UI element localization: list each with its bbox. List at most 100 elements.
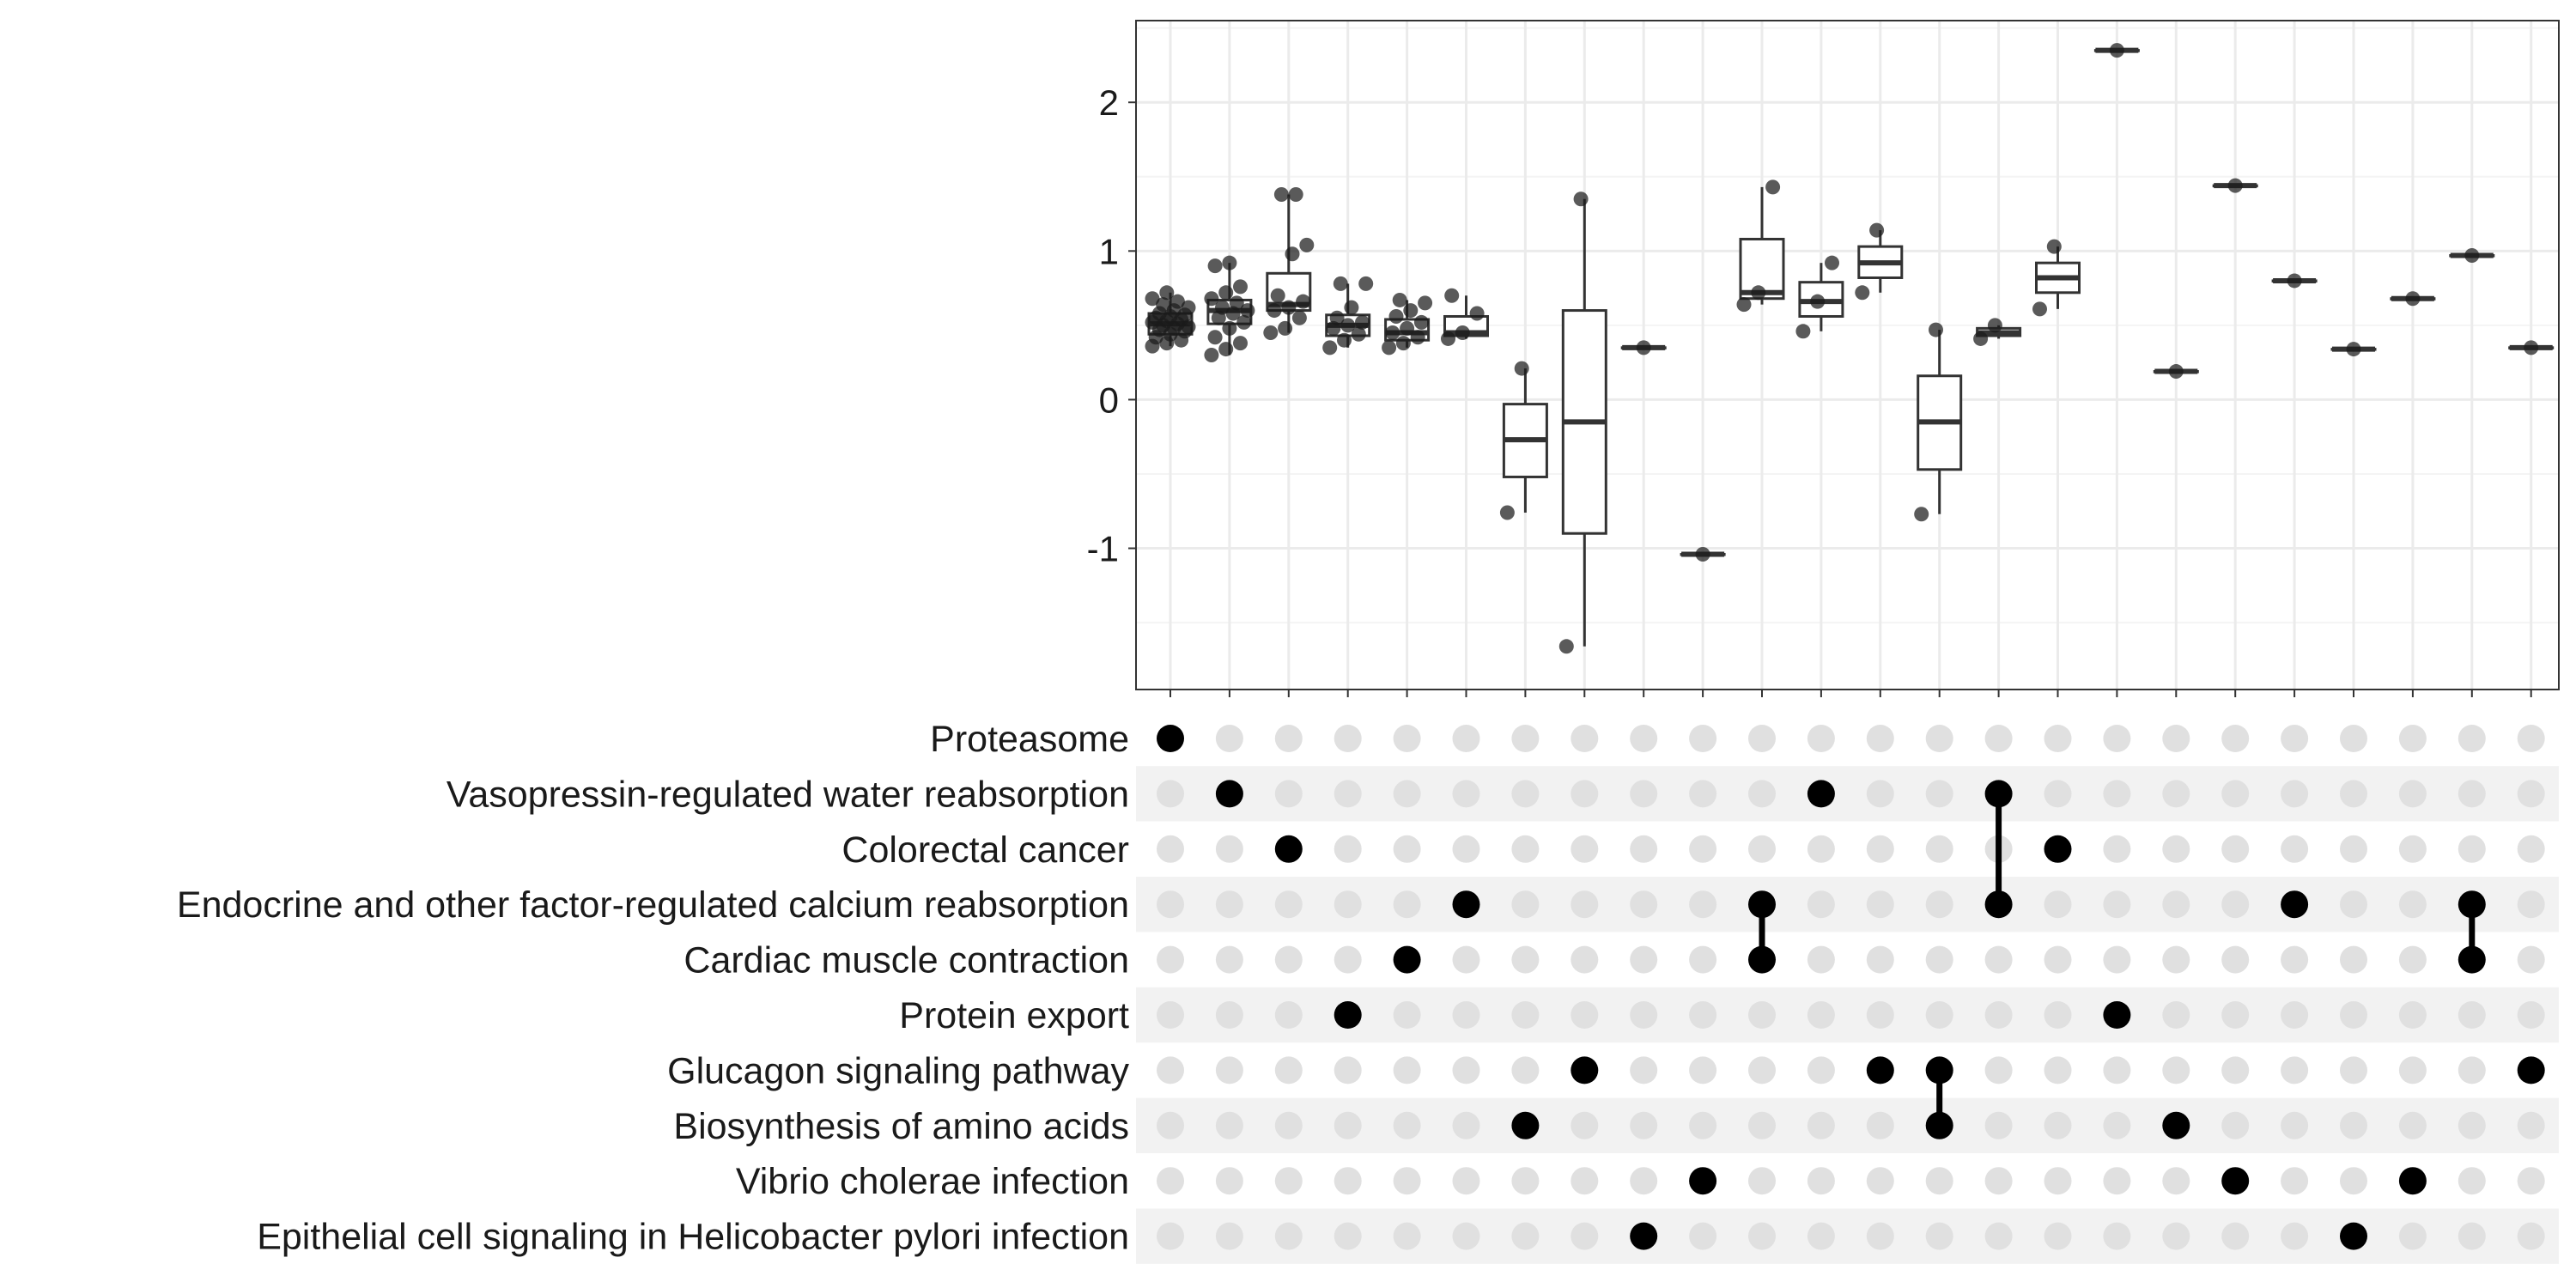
box-point: [1181, 300, 1196, 315]
matrix-dot-inactive: [1274, 725, 1303, 752]
matrix-dot-inactive: [2340, 1111, 2367, 1139]
box-point: [1299, 237, 1315, 252]
matrix-dot-inactive: [2103, 890, 2131, 919]
matrix-dot-inactive: [1334, 1167, 1362, 1195]
matrix-dot-inactive: [1689, 725, 1717, 752]
box-18: [2153, 364, 2199, 380]
matrix-dot-inactive: [2458, 725, 2486, 752]
box-17: [2093, 43, 2140, 58]
matrix-dot-active: [1393, 945, 1421, 974]
matrix-dot-inactive: [1748, 780, 1776, 808]
matrix-dot-inactive: [2221, 1001, 2250, 1029]
box-point: [1514, 361, 1529, 376]
box-point: [1285, 246, 1300, 262]
box-point: [1395, 336, 1411, 351]
box-point: [1159, 285, 1175, 301]
matrix-dot-inactive: [1630, 1167, 1658, 1195]
box-1: [1145, 285, 1196, 354]
matrix-dot-inactive: [1157, 1167, 1184, 1195]
box-point: [1218, 342, 1234, 357]
matrix-dot-inactive: [1215, 835, 1243, 863]
box-point: [1204, 291, 1219, 307]
matrix-dot-inactive: [2517, 1111, 2545, 1139]
matrix-dot-inactive: [1511, 1222, 1540, 1250]
matrix-dot-inactive: [1393, 725, 1421, 752]
matrix-dot-inactive: [2162, 835, 2190, 863]
box-point: [1322, 340, 1338, 355]
matrix-row-stripe: [1136, 987, 2559, 1043]
matrix-dot-inactive: [2398, 1111, 2427, 1139]
matrix-dot-inactive: [2044, 945, 2072, 974]
matrix-dot-inactive: [2517, 835, 2545, 863]
matrix-dot-inactive: [1925, 945, 1953, 974]
matrix-dot-inactive: [2517, 945, 2545, 974]
matrix-dot-inactive: [1689, 890, 1717, 919]
matrix-dot-inactive: [2281, 1056, 2309, 1084]
matrix-dot-inactive: [1630, 945, 1658, 974]
matrix-dot-inactive: [1689, 1056, 1717, 1084]
matrix-dot-inactive: [2458, 1056, 2486, 1084]
matrix-dot-inactive: [1452, 835, 1480, 863]
set-label: Cardiac muscle contraction: [683, 940, 1129, 981]
matrix-dot-inactive: [1157, 945, 1184, 974]
matrix-dot-inactive: [1393, 835, 1421, 863]
box-13: [1855, 222, 1904, 301]
matrix-dot-inactive: [1866, 890, 1894, 919]
matrix-dot-inactive: [1984, 725, 2013, 752]
matrix-dot-inactive: [1630, 780, 1658, 808]
box-2: [1204, 255, 1255, 362]
box-8: [1558, 191, 1607, 654]
matrix-dot-inactive: [2162, 1167, 2190, 1195]
box-point: [1636, 340, 1651, 355]
box-point: [2346, 342, 2361, 357]
matrix-dot-active: [2281, 890, 2309, 919]
box-point: [1273, 187, 1289, 203]
box-point: [2405, 291, 2421, 307]
box-point: [1736, 297, 1752, 313]
box-point: [1751, 285, 1766, 301]
box-point: [2109, 43, 2124, 58]
set-label: Endocrine and other factor-regulated cal…: [177, 884, 1129, 926]
matrix-dot-inactive: [2458, 1001, 2486, 1029]
box-point: [1222, 320, 1237, 336]
box-21: [2330, 342, 2377, 357]
box-12: [1795, 255, 1844, 339]
box-point: [1145, 291, 1160, 307]
box-4: [1322, 276, 1374, 355]
matrix-dot-inactive: [2458, 780, 2486, 808]
matrix-dot-inactive: [1157, 1056, 1184, 1084]
boxplot-grid: [1136, 21, 2559, 690]
box-7: [1499, 361, 1548, 520]
matrix-dot-inactive: [1630, 1056, 1658, 1084]
matrix-dot-inactive: [2517, 1222, 2545, 1250]
matrix-dot-inactive: [2340, 1167, 2367, 1195]
box-point: [1392, 292, 1407, 307]
box-point: [1207, 330, 1223, 345]
matrix-dot-inactive: [2281, 1222, 2309, 1250]
matrix-dot-inactive: [2517, 1167, 2545, 1195]
matrix-dot-inactive: [1393, 780, 1421, 808]
matrix-dot-inactive: [2398, 835, 2427, 863]
matrix-dot-active: [1748, 890, 1776, 919]
box-point: [1413, 314, 1429, 330]
matrix-dot-inactive: [2103, 1167, 2131, 1195]
box-11: [1736, 179, 1785, 313]
matrix-dot-inactive: [2340, 835, 2367, 863]
matrix-dot-inactive: [2103, 1111, 2131, 1139]
matrix-dot-active: [1274, 835, 1303, 863]
box-6: [1441, 288, 1489, 346]
box-point: [2524, 340, 2539, 355]
matrix-dot-inactive: [2103, 1222, 2131, 1250]
matrix-dot-inactive: [1334, 725, 1362, 752]
matrix-dot-inactive: [1689, 1111, 1717, 1139]
set-label: Vasopressin-regulated water reabsorption: [447, 774, 1129, 815]
box-point: [1400, 320, 1415, 336]
box-3: [1263, 187, 1315, 341]
box-point: [1382, 340, 1397, 355]
matrix-dot-inactive: [2458, 1111, 2486, 1139]
matrix-dot-inactive: [2398, 890, 2427, 919]
matrix-dot-inactive: [1571, 890, 1599, 919]
box-point: [2032, 301, 2047, 317]
matrix-dot-inactive: [2340, 1056, 2367, 1084]
matrix-dot-inactive: [1274, 1056, 1303, 1084]
